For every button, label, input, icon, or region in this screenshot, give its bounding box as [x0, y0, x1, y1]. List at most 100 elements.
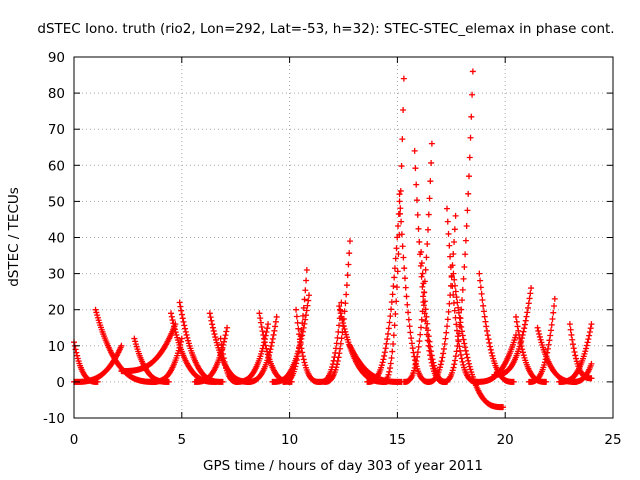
- y-tick-label: -10: [43, 411, 65, 427]
- data-point: [393, 245, 400, 252]
- x-tick-label: 0: [70, 432, 79, 448]
- data-point: [182, 325, 189, 332]
- data-point: [582, 348, 589, 355]
- data-point: [379, 359, 386, 366]
- data-point: [424, 241, 431, 248]
- pass-arc-40: [569, 360, 595, 385]
- data-point: [450, 291, 457, 298]
- data-point: [461, 340, 468, 347]
- data-point: [299, 349, 306, 356]
- data-point: [207, 314, 214, 321]
- data-point: [293, 306, 300, 313]
- pass-arc-16: [280, 266, 310, 385]
- data-point: [519, 346, 526, 353]
- data-point: [461, 264, 468, 271]
- x-axis-label: GPS time / hours of day 303 of year 2011: [203, 458, 483, 474]
- pass-arc-31: [450, 270, 507, 411]
- data-point: [428, 140, 435, 147]
- data-point: [300, 304, 307, 311]
- data-point: [420, 302, 427, 309]
- data-point: [398, 163, 405, 170]
- data-point: [458, 323, 465, 330]
- data-point: [269, 339, 276, 346]
- data-point: [585, 336, 592, 343]
- data-point: [420, 280, 427, 287]
- data-point: [455, 304, 462, 311]
- data-point: [444, 218, 451, 225]
- data-point: [515, 327, 522, 334]
- data-point: [293, 313, 300, 320]
- data-point: [513, 318, 520, 325]
- data-point: [265, 321, 272, 328]
- data-point: [442, 335, 449, 342]
- data-point: [414, 211, 421, 218]
- data-point: [544, 345, 551, 352]
- data-point: [460, 361, 467, 368]
- data-point: [223, 328, 230, 335]
- data-point: [383, 377, 390, 384]
- data-point: [465, 357, 472, 364]
- data-point: [386, 319, 393, 326]
- data-point: [451, 226, 458, 233]
- data-point: [426, 338, 433, 345]
- data-point: [337, 310, 344, 317]
- data-point: [291, 366, 298, 373]
- data-point: [480, 302, 487, 309]
- data-point: [440, 350, 447, 357]
- data-point: [405, 309, 412, 316]
- data-point: [536, 333, 543, 340]
- pass-arc-22: [364, 198, 403, 385]
- data-point: [455, 338, 462, 345]
- data-point: [547, 332, 554, 339]
- data-point: [438, 358, 445, 365]
- data-point: [543, 378, 550, 385]
- data-point: [458, 355, 465, 362]
- y-tick-label: 70: [48, 122, 65, 138]
- data-point: [456, 314, 463, 321]
- data-point: [382, 345, 389, 352]
- data-point: [294, 319, 301, 326]
- data-point: [336, 306, 343, 313]
- data-point: [388, 299, 395, 306]
- data-point: [300, 356, 307, 363]
- data-point: [420, 293, 427, 300]
- data-point: [385, 325, 392, 332]
- data-point: [407, 329, 414, 336]
- data-point: [395, 250, 402, 257]
- data-point: [537, 336, 544, 343]
- data-point: [421, 310, 428, 317]
- data-point: [428, 159, 435, 166]
- data-point: [394, 268, 401, 275]
- y-tick-label: 90: [48, 50, 65, 66]
- axis-ticks: [73, 56, 614, 419]
- data-point: [512, 313, 519, 320]
- data-point: [270, 331, 277, 338]
- data-point: [406, 323, 413, 330]
- data-point: [340, 323, 347, 330]
- data-point: [181, 322, 188, 329]
- data-point: [383, 340, 390, 347]
- data-point: [573, 355, 580, 362]
- data-point: [467, 134, 474, 141]
- data-point: [524, 309, 531, 316]
- data-point: [518, 343, 525, 350]
- data-point: [264, 348, 271, 355]
- data-point: [269, 335, 276, 342]
- data-point: [521, 321, 528, 328]
- data-point: [459, 297, 466, 304]
- data-point: [390, 340, 397, 347]
- data-point: [338, 313, 345, 320]
- data-point: [457, 351, 464, 358]
- y-tick-label: 30: [48, 267, 65, 283]
- data-point: [465, 190, 472, 197]
- data-point: [437, 364, 444, 371]
- data-points: [71, 68, 595, 411]
- data-point: [443, 329, 450, 336]
- data-point: [402, 284, 409, 291]
- data-point: [272, 323, 279, 330]
- y-tick-label: 50: [48, 194, 65, 210]
- data-point: [548, 321, 555, 328]
- data-point: [297, 341, 304, 348]
- grid-lines: [74, 57, 613, 418]
- data-point: [419, 283, 426, 290]
